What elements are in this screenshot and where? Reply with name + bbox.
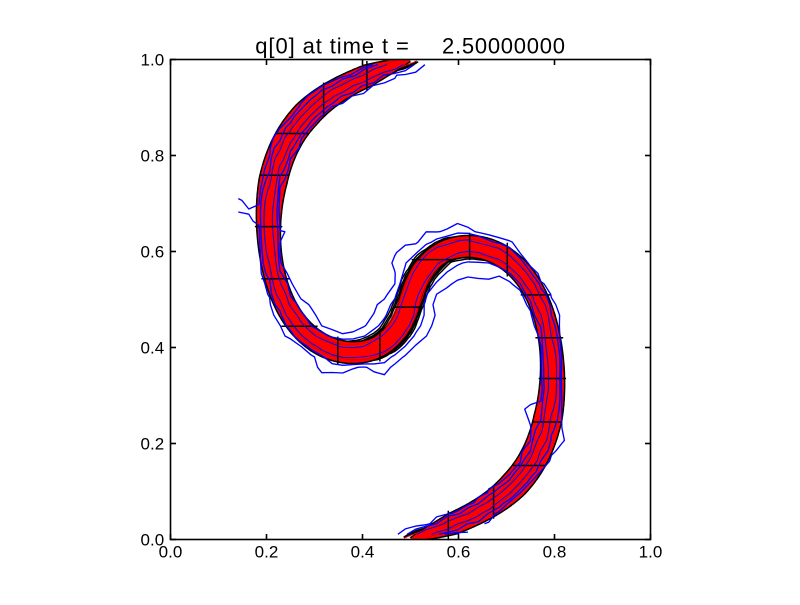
svg-text:0.0: 0.0 [159,542,183,561]
svg-text:0.6: 0.6 [447,542,471,561]
svg-text:0.6: 0.6 [141,243,165,262]
svg-text:1.0: 1.0 [639,542,663,561]
svg-text:0.8: 0.8 [141,147,165,166]
svg-text:0.4: 0.4 [141,339,165,358]
svg-text:0.2: 0.2 [141,435,165,454]
svg-text:0.4: 0.4 [351,542,375,561]
svg-text:q[0] at time t =: q[0] at time t = [255,33,409,58]
svg-text:0.8: 0.8 [543,542,567,561]
svg-text:0.0: 0.0 [141,531,165,550]
svg-text:2.50000000: 2.50000000 [442,33,566,58]
svg-text:0.2: 0.2 [255,542,279,561]
svg-text:1.0: 1.0 [141,51,165,70]
